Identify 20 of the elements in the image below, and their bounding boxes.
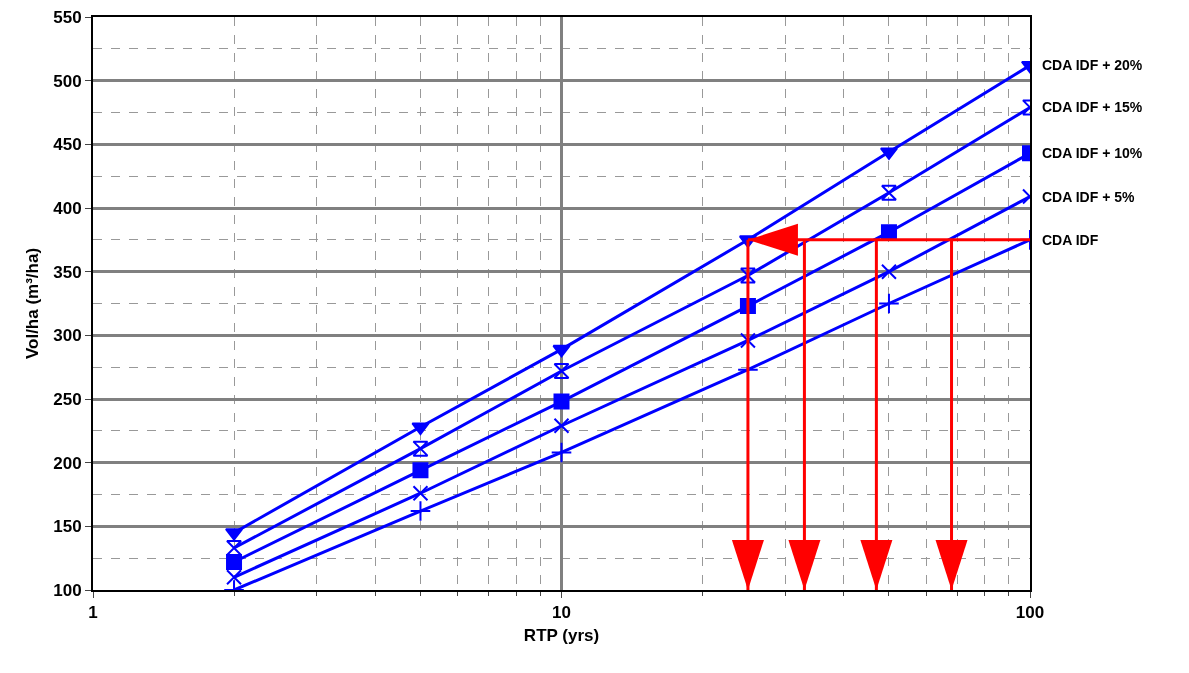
y-tick-label: 100 <box>53 580 82 600</box>
y-tick-label: 250 <box>53 389 82 409</box>
y-tick-label: 350 <box>53 262 82 282</box>
series-label: CDA IDF + 5% <box>1042 189 1135 205</box>
y-tick-label: 150 <box>53 517 82 537</box>
x-axis-title: RTP (yrs) <box>523 626 600 646</box>
series-label: CDA IDF <box>1042 232 1099 248</box>
y-tick-label: 400 <box>53 198 82 218</box>
y-axis-title: Vol/ha (m³/ha) <box>23 247 43 360</box>
y-tick-label: 300 <box>53 326 82 346</box>
x-tick-label: 1 <box>88 603 98 623</box>
y-tick-label: 200 <box>53 453 82 473</box>
y-tick-label: 500 <box>53 71 82 91</box>
series-label: CDA IDF + 15% <box>1042 99 1143 115</box>
series-label: CDA IDF + 10% <box>1042 145 1143 161</box>
y-tick-label: 450 <box>53 135 82 155</box>
y-tick-label: 550 <box>53 7 82 27</box>
x-tick-label: 100 <box>1015 603 1045 623</box>
series-label: CDA IDF + 20% <box>1042 57 1143 73</box>
x-tick-label: 10 <box>552 603 571 623</box>
